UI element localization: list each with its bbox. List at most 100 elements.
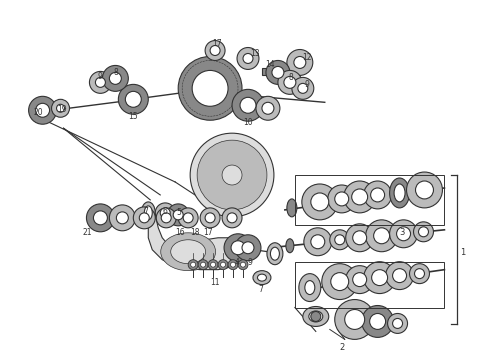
Circle shape [364,181,392,209]
Circle shape [167,204,189,226]
Text: 6: 6 [162,207,167,216]
Circle shape [311,311,321,321]
Circle shape [304,228,332,256]
Circle shape [188,260,198,270]
Text: 4: 4 [235,258,240,267]
Circle shape [178,208,198,228]
Ellipse shape [390,178,410,208]
Text: 3: 3 [399,228,405,237]
Circle shape [335,300,375,339]
Circle shape [302,184,338,220]
Circle shape [224,234,252,262]
Circle shape [414,222,434,242]
Circle shape [386,262,414,289]
Circle shape [243,54,253,63]
Circle shape [311,235,325,249]
Text: 9: 9 [98,72,102,81]
Circle shape [242,242,254,254]
Circle shape [410,264,429,284]
Circle shape [208,260,218,270]
Text: 7: 7 [258,285,263,294]
Circle shape [102,66,128,91]
Text: 5: 5 [176,208,181,217]
Circle shape [51,99,70,117]
Circle shape [227,213,237,223]
Circle shape [369,314,386,329]
Text: 2: 2 [340,343,345,352]
Circle shape [371,270,388,285]
Circle shape [346,266,374,293]
Circle shape [346,224,374,252]
Circle shape [331,273,349,291]
Circle shape [392,269,407,283]
Text: 18: 18 [190,228,199,237]
Text: 16: 16 [175,228,185,237]
Circle shape [278,71,302,94]
Text: 9: 9 [248,258,253,267]
Text: 8: 8 [113,68,118,77]
Text: 8: 8 [289,73,294,82]
Circle shape [228,260,238,270]
Circle shape [220,262,225,267]
Circle shape [28,96,56,124]
Circle shape [173,210,183,220]
Circle shape [311,193,329,211]
Circle shape [240,97,256,113]
Circle shape [392,319,403,328]
Circle shape [238,260,248,270]
Circle shape [284,76,296,88]
Ellipse shape [253,271,271,285]
Ellipse shape [171,240,206,264]
Circle shape [139,213,149,223]
Text: 15: 15 [128,112,138,121]
Ellipse shape [270,247,279,260]
Circle shape [390,220,417,248]
Circle shape [366,220,397,252]
Ellipse shape [144,206,152,220]
Ellipse shape [286,239,294,253]
Text: 20: 20 [34,108,43,117]
Circle shape [335,235,345,245]
Circle shape [343,181,376,213]
Circle shape [272,67,284,78]
Ellipse shape [303,306,329,327]
Circle shape [56,104,65,112]
Circle shape [222,165,242,185]
Circle shape [133,207,155,229]
Circle shape [370,188,385,202]
Circle shape [192,71,228,106]
Text: 12: 12 [302,54,311,63]
Circle shape [155,203,175,223]
Circle shape [298,84,308,93]
Circle shape [287,50,313,75]
Circle shape [190,133,274,217]
Circle shape [198,260,208,270]
Circle shape [232,89,264,121]
Circle shape [294,57,306,68]
Circle shape [407,172,442,208]
Ellipse shape [299,274,321,302]
Circle shape [353,273,367,287]
Circle shape [330,230,350,250]
Polygon shape [148,215,238,270]
Text: 21: 21 [82,228,92,237]
Circle shape [262,102,274,114]
Ellipse shape [141,202,155,224]
Circle shape [364,262,395,293]
Circle shape [205,213,215,223]
Circle shape [328,185,356,213]
Circle shape [200,208,220,228]
Circle shape [161,213,171,223]
Circle shape [222,208,242,228]
Circle shape [335,192,349,206]
Circle shape [388,314,408,333]
Circle shape [197,140,267,210]
Text: 1: 1 [461,248,465,257]
Circle shape [396,227,411,241]
Text: 9: 9 [305,80,310,89]
Circle shape [230,262,236,267]
Circle shape [418,227,428,237]
Circle shape [241,262,245,267]
Text: 10: 10 [243,118,253,127]
Circle shape [116,212,128,224]
